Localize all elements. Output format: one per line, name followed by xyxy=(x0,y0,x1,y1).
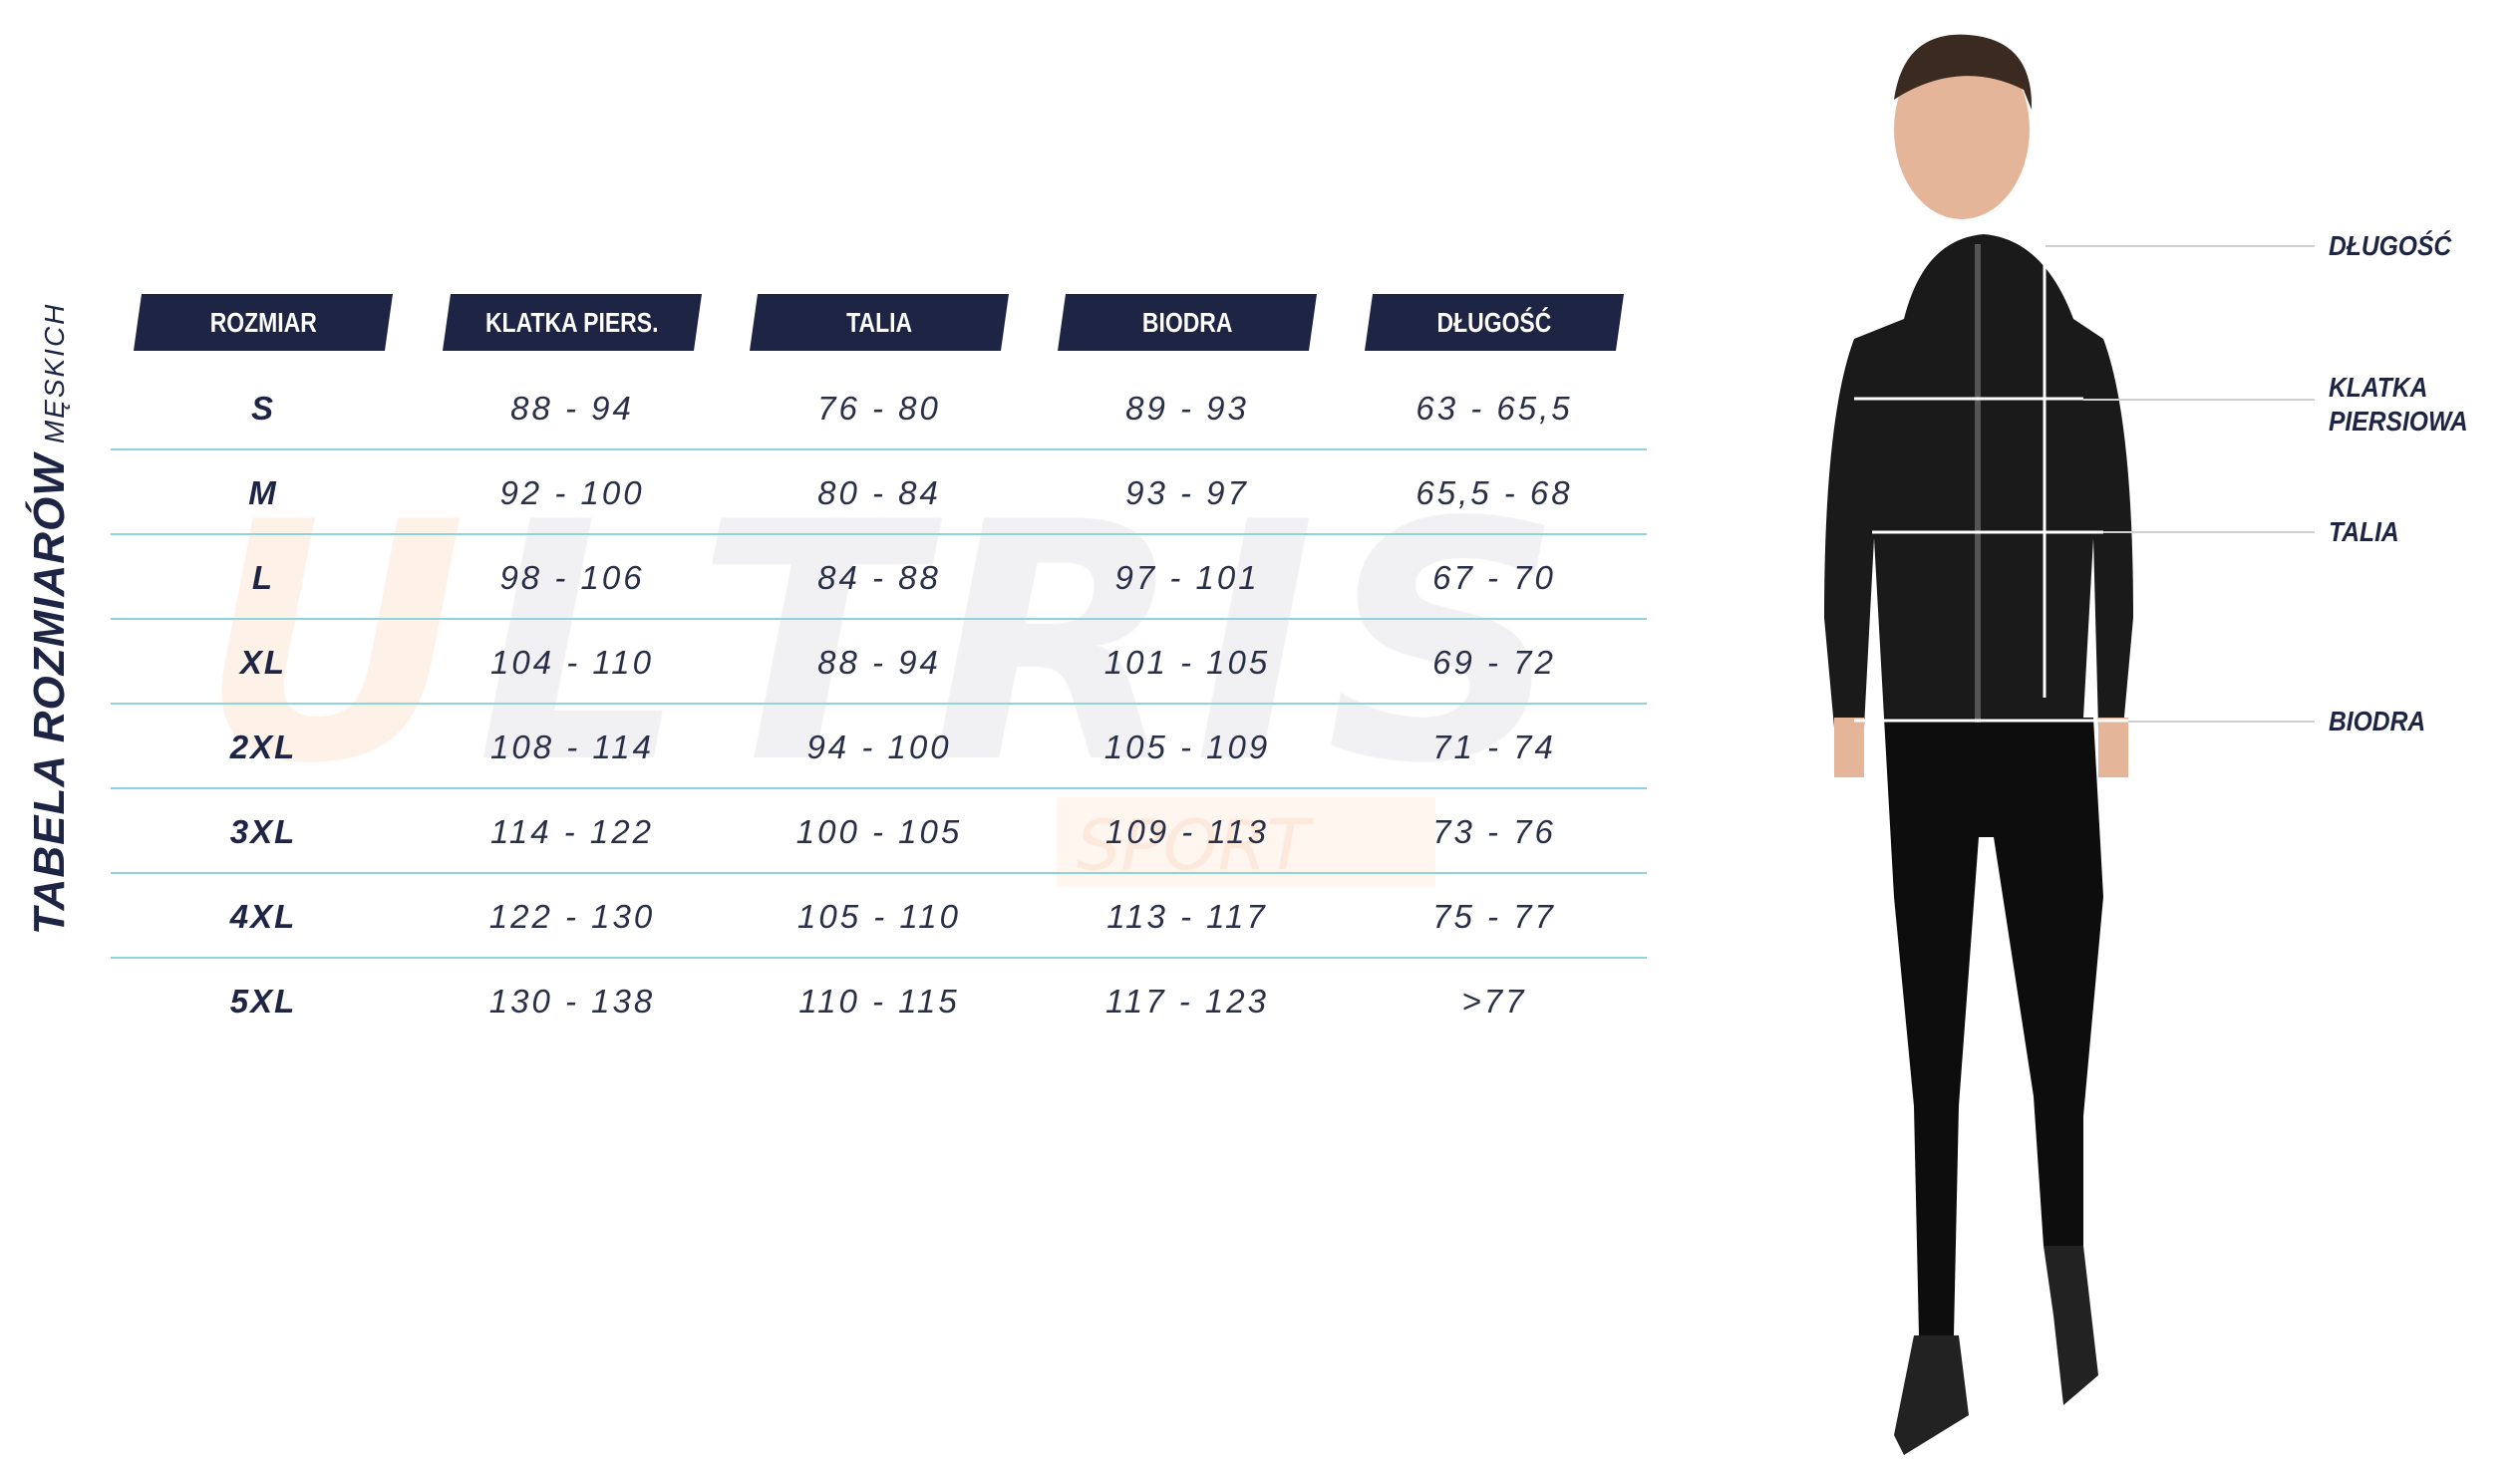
measure-cell: 63 - 65,5 xyxy=(1416,389,1573,427)
table-row: 5XL 130 - 138 110 - 115 117 - 123 >77 xyxy=(111,959,1647,1043)
column-header-label: KLATKA PIERS. xyxy=(485,306,659,338)
measure-cell: 117 - 123 xyxy=(1105,982,1269,1020)
guide-waist xyxy=(2103,531,2315,533)
column-header: BIODRA xyxy=(1057,294,1318,351)
guide-length xyxy=(2046,245,2315,247)
shoe-right xyxy=(2044,1246,2098,1405)
column-header-label: TALIA xyxy=(846,306,912,338)
size-cell: 4XL xyxy=(229,897,297,935)
table-row: M 92 - 100 80 - 84 93 - 97 65,5 - 68 xyxy=(111,450,1647,535)
size-cell: XL xyxy=(239,643,287,681)
measure-cell: 101 - 105 xyxy=(1103,643,1271,681)
title-sub: MĘSKICH xyxy=(39,302,70,444)
guide-hips xyxy=(2128,721,2315,723)
table-row: 3XL 114 - 122 100 - 105 109 - 113 73 - 76 xyxy=(111,789,1647,874)
row-divider xyxy=(111,533,1647,535)
measure-cell: 105 - 109 xyxy=(1103,728,1271,765)
guide-chest xyxy=(2083,399,2315,401)
shoe-left xyxy=(1894,1335,1969,1455)
measure-cell: 94 - 100 xyxy=(806,728,952,765)
measure-cell: 69 - 72 xyxy=(1432,643,1556,681)
table-row: L 98 - 106 84 - 88 97 - 101 67 - 70 xyxy=(111,535,1647,620)
table-row: 4XL 122 - 130 105 - 110 113 - 117 75 - 77 xyxy=(111,874,1647,959)
label-hips: BIODRA xyxy=(2329,706,2426,736)
model-figure xyxy=(1824,34,2133,1455)
measure-cell: 93 - 97 xyxy=(1125,473,1249,511)
title-main: TABELA ROZMIARÓW xyxy=(25,453,74,935)
size-cell: 5XL xyxy=(229,982,297,1020)
column-header: DŁUGOŚĆ xyxy=(1364,294,1625,351)
head xyxy=(1894,40,2030,219)
label-chest-2: PIERSIOWA xyxy=(2329,406,2468,437)
hand-left xyxy=(1834,718,1864,777)
measure-cell: 130 - 138 xyxy=(488,982,656,1020)
row-divider xyxy=(111,448,1647,450)
row-divider xyxy=(111,787,1647,789)
column-header: TALIA xyxy=(749,294,1010,351)
hair xyxy=(1894,34,2033,110)
row-divider xyxy=(111,703,1647,705)
measure-cell: 75 - 77 xyxy=(1432,897,1556,935)
measure-cell: >77 xyxy=(1461,982,1527,1020)
measure-cell: 105 - 110 xyxy=(797,897,961,935)
size-cell: M xyxy=(248,473,278,511)
page-title: TABELA ROZMIARÓW MĘSKICH xyxy=(25,303,75,935)
column-header-label: ROZMIAR xyxy=(209,306,317,338)
measure-cell: 80 - 84 xyxy=(817,473,941,511)
row-divider xyxy=(111,872,1647,874)
hand-right xyxy=(2098,718,2128,777)
measure-cell: 84 - 88 xyxy=(817,558,941,596)
size-cell: S xyxy=(250,389,275,427)
table-row: XL 104 - 110 88 - 94 101 - 105 69 - 72 xyxy=(111,620,1647,705)
measure-cell: 89 - 93 xyxy=(1125,389,1249,427)
measure-cell: 113 - 117 xyxy=(1106,897,1268,935)
column-header: KLATKA PIERS. xyxy=(442,294,703,351)
label-chest-1: KLATKA xyxy=(2329,372,2428,403)
measure-cell: 109 - 113 xyxy=(1105,812,1269,850)
measure-cell: 97 - 101 xyxy=(1114,558,1260,596)
measure-cell: 98 - 106 xyxy=(499,558,645,596)
measure-cell: 108 - 114 xyxy=(490,728,654,765)
table-row: S 88 - 94 76 - 80 89 - 93 63 - 65,5 xyxy=(111,366,1647,450)
row-divider xyxy=(111,957,1647,959)
column-header-label: DŁUGOŚĆ xyxy=(1436,306,1552,338)
row-divider xyxy=(111,618,1647,620)
measure-cell: 104 - 110 xyxy=(490,643,654,681)
tights xyxy=(1884,718,2103,1335)
measure-cell: 67 - 70 xyxy=(1432,558,1556,596)
measure-cell: 88 - 94 xyxy=(817,643,941,681)
measure-cell: 110 - 115 xyxy=(798,982,960,1020)
measure-cell: 73 - 76 xyxy=(1432,812,1556,850)
column-header-label: BIODRA xyxy=(1141,306,1233,338)
label-length: DŁUGOŚĆ xyxy=(2329,230,2452,261)
measure-cell: 71 - 74 xyxy=(1432,728,1556,765)
size-cell: 2XL xyxy=(229,728,297,765)
size-cell: 3XL xyxy=(229,812,297,850)
size-cell: L xyxy=(251,558,275,596)
measure-cell: 122 - 130 xyxy=(488,897,656,935)
measure-cell: 65,5 - 68 xyxy=(1416,473,1573,511)
measure-cell: 88 - 94 xyxy=(510,389,634,427)
measure-cell: 100 - 105 xyxy=(795,812,963,850)
zipper xyxy=(1975,244,1981,723)
measure-cell: 92 - 100 xyxy=(499,473,645,511)
table-row: 2XL 108 - 114 94 - 100 105 - 109 71 - 74 xyxy=(111,705,1647,789)
label-waist: TALIA xyxy=(2329,516,2399,547)
measure-cell: 76 - 80 xyxy=(817,389,941,427)
measure-cell: 114 - 122 xyxy=(490,812,654,850)
column-header: ROZMIAR xyxy=(133,294,394,351)
